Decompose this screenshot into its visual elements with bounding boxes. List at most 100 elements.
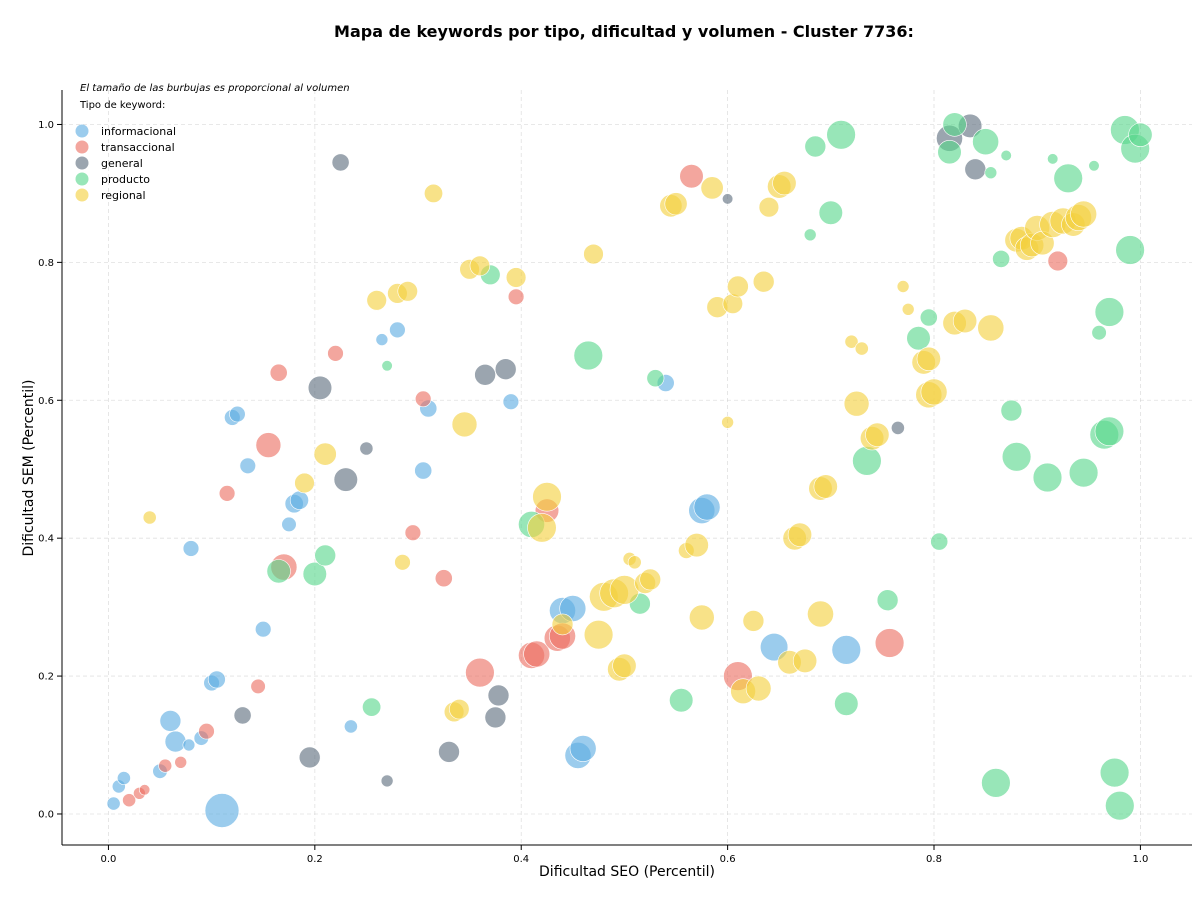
bubble-regional-48: [792, 648, 818, 674]
legend-marker-general: [75, 156, 89, 170]
legend-marker-transaccional: [75, 140, 89, 154]
bubble-producto-39: [1099, 757, 1130, 788]
bubble-general-11: [494, 358, 517, 381]
bubble-regional-10: [451, 411, 478, 438]
bubble-regional-3: [366, 290, 387, 311]
bubble-regional-40: [745, 675, 772, 702]
bubble-producto-11: [803, 228, 817, 242]
bubble-general-2: [307, 375, 333, 401]
bubble-producto-28: [1000, 399, 1023, 422]
bubble-regional-5: [397, 281, 418, 302]
bubble-regional-64: [952, 308, 978, 334]
bubble-producto-4: [381, 360, 393, 372]
bubble-transaccional-14: [434, 569, 453, 588]
bubble-informacional-16: [281, 516, 297, 533]
legend-label-transaccional: transaccional: [101, 141, 175, 154]
bubble-regional-27: [639, 568, 662, 591]
bubble-regional-44: [772, 171, 797, 196]
bubble-transaccional-18: [523, 640, 551, 668]
bubble-transaccional-9: [269, 363, 288, 382]
bubble-producto-30: [1032, 462, 1063, 493]
bubble-regional-65: [977, 314, 1005, 342]
x-axis-label: Dificultad SEO (Percentil): [539, 864, 715, 880]
bubble-informacional-10: [204, 793, 240, 828]
bubble-producto-9: [646, 369, 665, 388]
bubble-informacional-33: [831, 635, 861, 665]
bubble-regional-0: [142, 510, 157, 525]
legend-label-regional: regional: [101, 189, 146, 202]
bubble-general-13: [891, 420, 905, 435]
bubble-regional-31: [684, 532, 709, 558]
legend: Tipo de keyword: informacional transaccio…: [75, 100, 176, 202]
bubble-transaccional-2: [139, 784, 151, 796]
bubble-regional-6: [394, 554, 411, 571]
bubble-informacional-11: [182, 540, 200, 557]
bubble-regional-37: [727, 275, 749, 298]
bubble-regional-52: [844, 334, 859, 349]
bubble-producto-37: [1094, 416, 1125, 446]
bubble-producto-0: [266, 559, 291, 584]
x-tick-label-5: 1.0: [1132, 854, 1148, 865]
x-tick-label-4: 0.8: [926, 854, 942, 865]
bubble-producto-27: [1000, 149, 1012, 162]
bubble-producto-34: [1088, 160, 1100, 172]
bubble-transaccional-13: [415, 390, 432, 408]
bubble-producto-32: [1053, 163, 1083, 194]
bubble-producto-31: [1047, 153, 1059, 165]
bubble-producto-22: [942, 112, 967, 137]
bubble-producto-20: [930, 532, 949, 551]
bubble-producto-16: [852, 446, 882, 476]
bubble-transaccional-16: [507, 288, 525, 305]
bubble-regional-7: [423, 183, 443, 203]
bubble-transaccional-3: [158, 758, 173, 773]
bubble-informacional-18: [289, 490, 309, 510]
bubble-producto-21: [937, 140, 962, 165]
bubble-producto-7: [573, 340, 603, 371]
bubble-regional-56: [865, 422, 890, 447]
bubble-transaccional-8: [255, 432, 282, 458]
legend-label-general: general: [101, 157, 143, 170]
bubble-producto-18: [906, 326, 931, 351]
bubble-regional-39: [742, 610, 765, 632]
bubble-transaccional-7: [250, 678, 266, 695]
bubble-general-3: [331, 153, 350, 172]
bubble-regional-57: [896, 280, 910, 293]
bubble-regional-33: [700, 176, 724, 200]
bubble-producto-40: [1105, 790, 1135, 821]
bubble-regional-53: [843, 390, 870, 417]
bubble-regional-42: [758, 197, 780, 218]
bubble-transaccional-11: [327, 345, 344, 362]
bubble-producto-14: [826, 120, 856, 150]
bubble-informacional-24: [502, 393, 520, 410]
bubble-regional-13: [505, 267, 527, 288]
axes: [61, 90, 1192, 846]
bubble-producto-13: [818, 200, 843, 225]
bubble-transaccional-12: [404, 524, 422, 541]
bubble-general-6: [380, 774, 394, 788]
bubble-informacional-14: [239, 457, 257, 474]
legend-label-producto: producto: [101, 173, 150, 186]
bubble-informacional-28: [569, 735, 597, 762]
x-tick-label-1: 0.2: [307, 854, 323, 865]
bubble-transaccional-15: [465, 657, 495, 688]
bubble-regional-15: [532, 482, 562, 512]
bubble-general-10: [487, 684, 510, 707]
legend-marker-producto: [75, 172, 89, 186]
bubble-informacional-15: [255, 620, 272, 638]
bubble-producto-25: [981, 768, 1011, 798]
bubble-producto-29: [1001, 442, 1032, 472]
bubble-regional-16: [551, 613, 574, 636]
bubble-informacional-31: [693, 493, 721, 521]
bubble-regional-47: [787, 522, 813, 547]
y-tick-label-5: 1.0: [38, 120, 54, 131]
bubble-general-1: [298, 746, 321, 769]
bubble-transaccional-4: [174, 755, 187, 769]
bubble-regional-1: [294, 472, 315, 494]
bubble-regional-21: [609, 575, 640, 605]
bubble-general-16: [964, 158, 987, 181]
chart-title: Mapa de keywords por tipo, dificultad y …: [334, 22, 914, 41]
bubble-regional-32: [688, 604, 715, 631]
legend-label-informacional: informacional: [101, 125, 176, 138]
bubble-informacional-9: [207, 670, 226, 689]
